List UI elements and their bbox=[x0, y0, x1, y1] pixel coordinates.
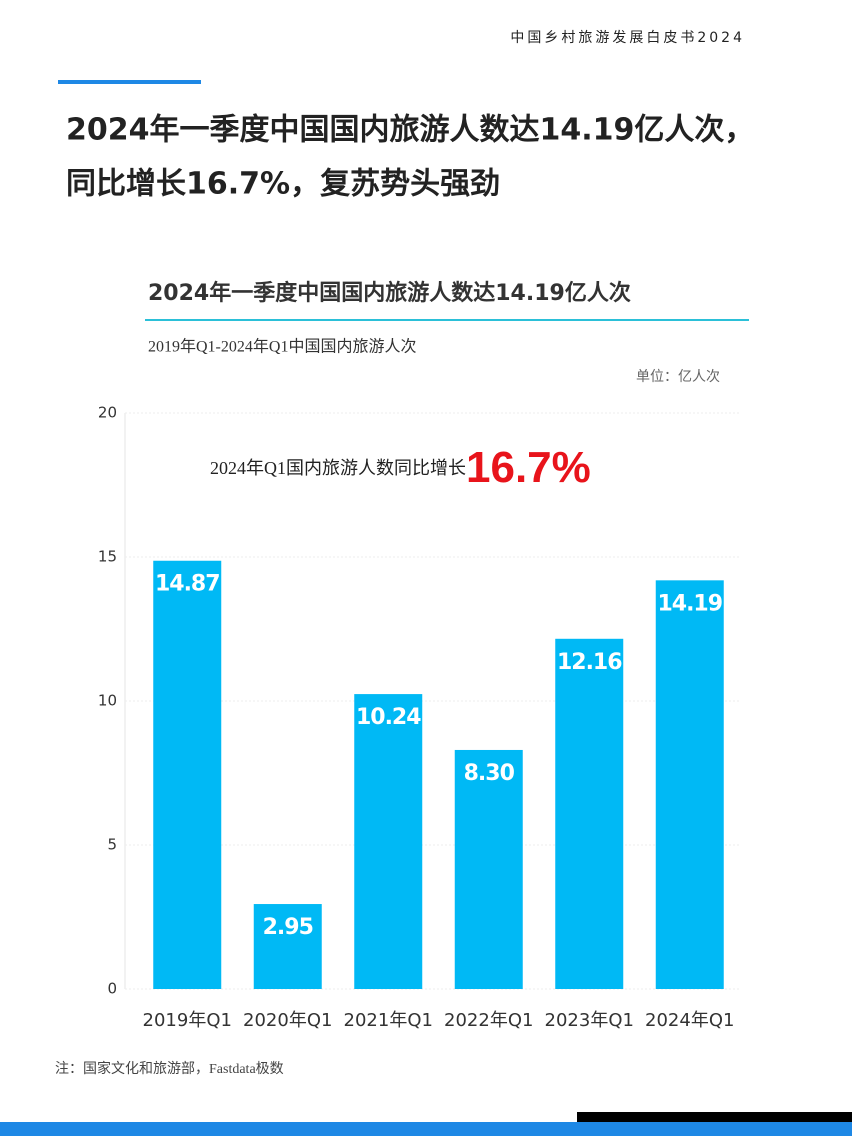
unit-label: 单位：亿人次 bbox=[636, 369, 720, 385]
x-tick-label: 2020年Q1 bbox=[243, 1010, 332, 1031]
bar bbox=[153, 560, 222, 989]
annotation-highlight: 16.7% bbox=[466, 443, 591, 492]
headline: 同比增长16.7%，复苏势头强劲 bbox=[66, 167, 500, 202]
y-tick-label: 0 bbox=[107, 980, 117, 998]
x-tick-label: 2022年Q1 bbox=[444, 1010, 533, 1031]
bar bbox=[655, 580, 724, 989]
x-tick-label: 2021年Q1 bbox=[344, 1010, 433, 1031]
footer-bar bbox=[0, 1122, 852, 1136]
headline: 2024年一季度中国国内旅游人数达14.19亿人次， bbox=[66, 113, 754, 148]
chart-subtitle: 2019年Q1-2024年Q1中国国内旅游人次 bbox=[148, 338, 416, 356]
value-label: 8.30 bbox=[464, 761, 515, 786]
x-tick-label: 2024年Q1 bbox=[645, 1010, 734, 1031]
y-tick-label: 10 bbox=[98, 692, 117, 710]
footer-bar bbox=[577, 1112, 852, 1122]
bar bbox=[354, 694, 423, 989]
bar bbox=[454, 749, 523, 989]
plot: 0 5 10 15 20 2019年Q1 14.87 2020年Q1 2.95 2021年Q1 10… bbox=[98, 404, 740, 1031]
x-tick-label: 2019年Q1 bbox=[143, 1010, 232, 1031]
y-tick-label: 15 bbox=[98, 548, 117, 566]
value-label: 14.87 bbox=[155, 572, 220, 597]
title-rule bbox=[145, 319, 749, 321]
y-tick-label: 5 bbox=[107, 836, 117, 854]
y-tick-label: 20 bbox=[98, 404, 117, 422]
x-tick-label: 2023年Q1 bbox=[545, 1010, 634, 1031]
footnote: 注：国家文化和旅游部，Fastdata极数 bbox=[55, 1060, 284, 1077]
value-label: 14.19 bbox=[657, 591, 722, 616]
bar bbox=[555, 638, 624, 989]
value-label: 12.16 bbox=[557, 650, 622, 675]
annotation-text: 2024年Q1国内旅游人数同比增长 bbox=[210, 458, 466, 478]
accent-line bbox=[58, 80, 201, 84]
report-name: 中国乡村旅游发展白皮书2024 bbox=[510, 30, 745, 46]
annotation: 2024年Q1国内旅游人数同比增长16.7% bbox=[210, 443, 591, 492]
value-label: 10.24 bbox=[356, 705, 421, 730]
value-label: 2.95 bbox=[263, 915, 313, 940]
bar bbox=[253, 904, 322, 989]
chart-title: 2024年一季度中国国内旅游人数达14.19亿人次 bbox=[148, 280, 631, 306]
